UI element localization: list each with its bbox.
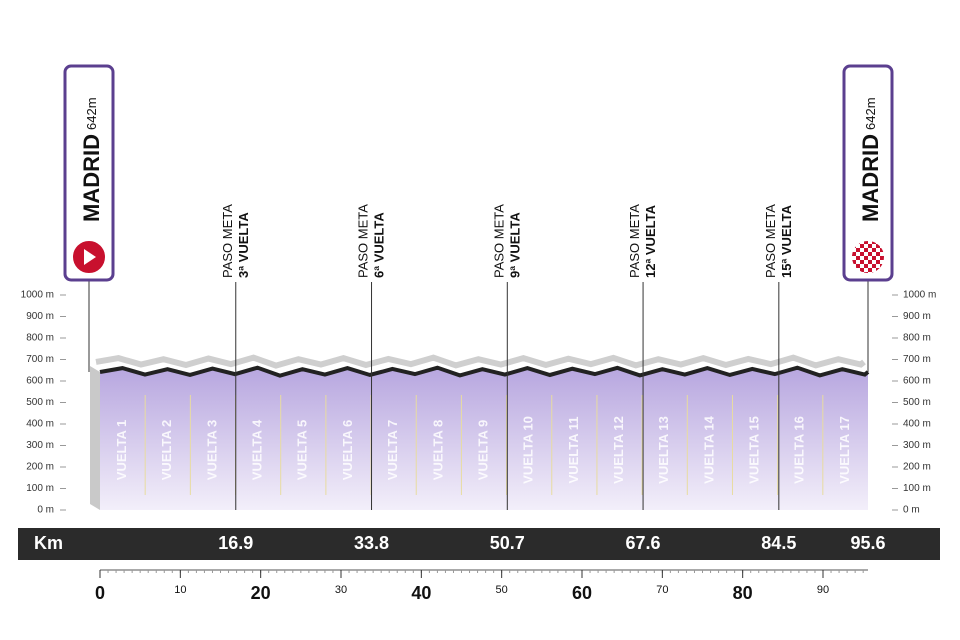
y-tick-label: 900 m bbox=[903, 311, 931, 322]
x-tick-label: 50 bbox=[496, 584, 508, 596]
y-tick-label: 500 m bbox=[903, 397, 931, 408]
x-tick-label: 90 bbox=[817, 584, 829, 596]
marker-line1: PASO META bbox=[628, 204, 643, 278]
km-value: 50.7 bbox=[490, 533, 525, 553]
finish-box bbox=[842, 64, 894, 282]
y-tick-label: 100 m bbox=[903, 483, 931, 494]
finish-name: MADRID bbox=[858, 134, 883, 222]
y-tick-label: 0 m bbox=[37, 505, 54, 516]
y-tick-label: 300 m bbox=[903, 440, 931, 451]
profile-side bbox=[90, 365, 100, 510]
lap-label: VUELTA 7 bbox=[385, 420, 400, 480]
finish-label: MADRID 642m bbox=[858, 97, 883, 222]
y-tick-label: 600 m bbox=[903, 376, 931, 387]
x-tick-label: 30 bbox=[335, 584, 347, 596]
x-tick-label: 60 bbox=[572, 583, 592, 603]
start-box bbox=[63, 64, 115, 282]
x-tick-label: 70 bbox=[656, 584, 668, 596]
y-tick-label: 700 m bbox=[26, 354, 54, 365]
lap-label: VUELTA 4 bbox=[250, 419, 265, 480]
y-tick-label: 400 m bbox=[26, 419, 54, 430]
lap-label: VUELTA 1 bbox=[114, 420, 129, 480]
lap-label: VUELTA 2 bbox=[159, 420, 174, 480]
x-tick-label: 0 bbox=[95, 583, 105, 603]
marker-line1: PASO META bbox=[220, 204, 235, 278]
marker-line1: PASO META bbox=[492, 204, 507, 278]
lap-label: VUELTA 3 bbox=[204, 420, 219, 480]
marker-line2: 12ª VUELTA bbox=[644, 204, 659, 278]
marker-label: PASO META9ª VUELTA bbox=[492, 204, 523, 278]
y-tick-label: 900 m bbox=[26, 311, 54, 322]
lap-label: VUELTA 6 bbox=[340, 420, 355, 480]
marker-label: PASO META12ª VUELTA bbox=[628, 204, 659, 278]
y-tick-label: 600 m bbox=[26, 376, 54, 387]
y-tick-label: 300 m bbox=[26, 440, 54, 451]
marker-line1: PASO META bbox=[356, 204, 371, 278]
km-value: 84.5 bbox=[761, 533, 796, 553]
y-tick-label: 800 m bbox=[26, 333, 54, 344]
lap-label: VUELTA 9 bbox=[475, 420, 490, 480]
lap-label: VUELTA 12 bbox=[611, 416, 626, 484]
y-tick-label: 700 m bbox=[903, 354, 931, 365]
finish-icon bbox=[850, 239, 886, 275]
km-value: 67.6 bbox=[626, 533, 661, 553]
x-tick-label: 40 bbox=[411, 583, 431, 603]
y-tick-label: 200 m bbox=[903, 462, 931, 473]
lap-label: VUELTA 14 bbox=[701, 415, 716, 483]
km-bar bbox=[18, 528, 940, 560]
lap-label: VUELTA 13 bbox=[656, 416, 671, 484]
x-tick-label: 80 bbox=[733, 583, 753, 603]
start-altitude: 642m bbox=[84, 97, 99, 130]
start-name: MADRID bbox=[79, 134, 104, 222]
marker-line2: 3ª VUELTA bbox=[236, 212, 251, 278]
marker-label: PASO META15ª VUELTA bbox=[763, 204, 794, 278]
y-tick-label: 400 m bbox=[903, 419, 931, 430]
start-play bbox=[84, 249, 96, 265]
x-tick-label: 20 bbox=[251, 583, 271, 603]
marker-label: PASO META3ª VUELTA bbox=[220, 204, 251, 278]
marker-line2: 15ª VUELTA bbox=[779, 204, 794, 278]
finish-altitude: 642m bbox=[863, 97, 878, 130]
lap-label: VUELTA 15 bbox=[746, 416, 761, 484]
km-value: 95.6 bbox=[850, 533, 885, 553]
km-value: 33.8 bbox=[354, 533, 389, 553]
y-tick-label: 800 m bbox=[903, 333, 931, 344]
y-tick-label: 500 m bbox=[26, 397, 54, 408]
marker-label: PASO META6ª VUELTA bbox=[356, 204, 387, 278]
y-tick-label: 100 m bbox=[26, 483, 54, 494]
y-tick-label: 1000 m bbox=[21, 290, 54, 301]
x-label: Km bbox=[34, 533, 63, 553]
x-tick-label: 10 bbox=[174, 584, 186, 596]
start-label: MADRID 642m bbox=[79, 97, 104, 222]
lap-label: VUELTA 8 bbox=[430, 420, 445, 480]
profile-shadow bbox=[95, 354, 866, 369]
y-tick-label: 200 m bbox=[26, 462, 54, 473]
lap-label: VUELTA 11 bbox=[566, 417, 581, 484]
lap-label: VUELTA 17 bbox=[837, 416, 852, 484]
marker-line2: 9ª VUELTA bbox=[508, 212, 523, 278]
profile-area bbox=[100, 367, 868, 510]
marker-line1: PASO META bbox=[763, 204, 778, 278]
y-tick-label: 1000 m bbox=[903, 290, 936, 301]
lap-label: VUELTA 16 bbox=[792, 416, 807, 484]
lap-label: VUELTA 10 bbox=[521, 416, 536, 484]
lap-label: VUELTA 5 bbox=[295, 420, 310, 480]
y-tick-label: 0 m bbox=[903, 505, 920, 516]
marker-line2: 6ª VUELTA bbox=[372, 212, 387, 278]
profile-line bbox=[99, 365, 870, 378]
km-value: 16.9 bbox=[218, 533, 253, 553]
